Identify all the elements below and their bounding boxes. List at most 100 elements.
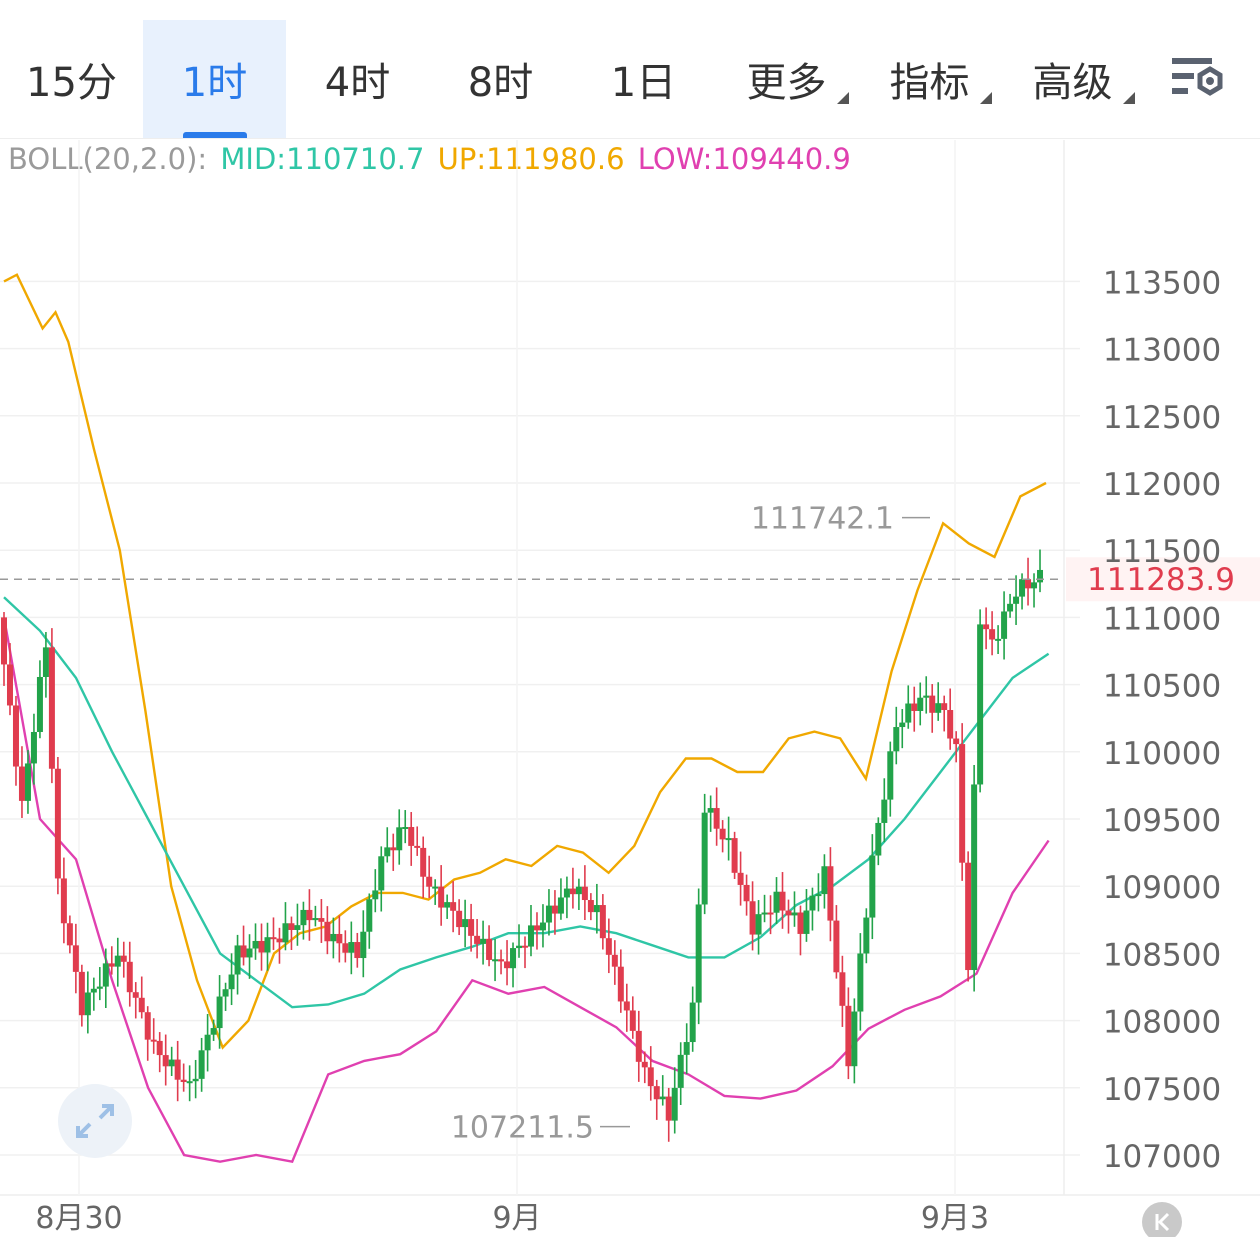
tab-15m[interactable]: 15分: [0, 20, 143, 138]
candle: [575, 878, 582, 911]
candle-body: [450, 902, 457, 911]
candle-body: [1, 617, 7, 665]
tab-4h[interactable]: 4时: [286, 20, 429, 138]
candle-body: [330, 933, 337, 942]
candle-body: [737, 872, 744, 885]
candle: [336, 915, 343, 963]
candle-body: [468, 919, 475, 936]
candle-body: [923, 695, 930, 698]
candle-body: [60, 878, 67, 924]
y-axis-label: 110500: [1103, 669, 1221, 705]
candle-body: [791, 912, 798, 916]
candle-body: [30, 731, 37, 764]
candle-body: [617, 966, 624, 1002]
chart-settings-icon[interactable]: [1168, 55, 1232, 105]
tab-more[interactable]: 更多: [715, 20, 858, 138]
candle-body: [138, 997, 145, 1013]
candle-body: [677, 1054, 684, 1088]
boll-mid-line: [3, 596, 1050, 1009]
candle: [659, 1075, 666, 1106]
candle-body: [174, 1059, 181, 1080]
y-axis-label: 111500: [1103, 534, 1221, 570]
dropdown-triangle-icon: [837, 92, 849, 104]
candle: [360, 910, 367, 978]
candle: [839, 955, 846, 1027]
candle-body: [12, 705, 19, 767]
candle-body: [731, 838, 738, 873]
period-tab-bar: 15分 1时 4时 8时 1日 更多 指标 高级: [0, 0, 1260, 139]
candle: [869, 834, 876, 940]
tab-advanced[interactable]: 高级: [1001, 20, 1144, 138]
candle-body: [456, 910, 463, 928]
fullscreen-expand-icon[interactable]: [58, 1084, 132, 1158]
candle: [857, 933, 864, 1031]
candle: [695, 888, 702, 1025]
candle: [623, 983, 630, 1032]
candle: [941, 695, 948, 732]
candle-body: [635, 1030, 642, 1062]
candle: [114, 937, 121, 987]
candle: [204, 1014, 211, 1072]
candle-body: [522, 945, 528, 948]
candle-body: [611, 954, 618, 967]
last-price-label: 111283.9: [1087, 562, 1235, 598]
candle-body: [1001, 611, 1008, 639]
scroll-to-latest-icon[interactable]: [1142, 1202, 1182, 1242]
candle: [6, 643, 13, 716]
candle-body: [150, 1039, 157, 1042]
candle: [492, 939, 499, 982]
candle-body: [228, 974, 235, 990]
candle-body: [845, 1005, 852, 1067]
candle: [743, 874, 750, 916]
candle-body: [701, 812, 708, 905]
candle: [1001, 591, 1008, 660]
candle: [198, 1037, 205, 1092]
tab-8h[interactable]: 8时: [429, 20, 572, 138]
candle-body: [288, 923, 295, 930]
candle: [797, 905, 804, 956]
candle-body: [486, 938, 493, 960]
candle: [144, 1006, 151, 1061]
x-axis-label: 9月3: [921, 1201, 989, 1236]
candle: [989, 611, 996, 656]
candle: [587, 893, 594, 921]
candle-body: [198, 1050, 205, 1079]
candle-body: [18, 766, 25, 801]
candle-body: [863, 917, 870, 954]
candle: [785, 899, 792, 934]
candle-body: [995, 638, 1002, 641]
candle-body: [947, 710, 954, 739]
candle: [324, 906, 331, 955]
candle: [893, 706, 900, 765]
candle-body: [905, 703, 912, 723]
candle-body: [108, 963, 115, 967]
candle: [78, 964, 85, 1027]
candle-body: [348, 942, 355, 953]
candle: [827, 847, 834, 942]
tab-1d[interactable]: 1日: [572, 20, 715, 138]
candle-body: [875, 822, 882, 856]
tab-label: 4时: [324, 60, 391, 106]
candle: [749, 881, 756, 951]
candle: [641, 1051, 648, 1084]
boll-lower-line: [2, 617, 1050, 1164]
active-tab-indicator: [183, 132, 247, 138]
candle-body: [414, 845, 421, 848]
tab-label: 指标: [889, 60, 970, 106]
candle-body: [1031, 582, 1038, 589]
candle: [162, 1034, 169, 1086]
candle-body: [300, 909, 307, 926]
tab-indicators[interactable]: 指标: [858, 20, 1001, 138]
candle: [90, 977, 97, 1011]
candle-body: [1007, 603, 1014, 612]
price-chart[interactable]: 111283.9 111742.1 107211.5 113500 113000 112…: [0, 140, 1260, 1237]
candle-body: [120, 955, 127, 962]
candle: [378, 846, 385, 912]
candle: [516, 924, 523, 958]
candle: [983, 607, 990, 650]
tab-1h[interactable]: 1时: [143, 20, 286, 138]
candle-body: [126, 961, 133, 993]
candle: [168, 1046, 175, 1077]
candle: [444, 894, 451, 919]
candle: [330, 917, 337, 959]
